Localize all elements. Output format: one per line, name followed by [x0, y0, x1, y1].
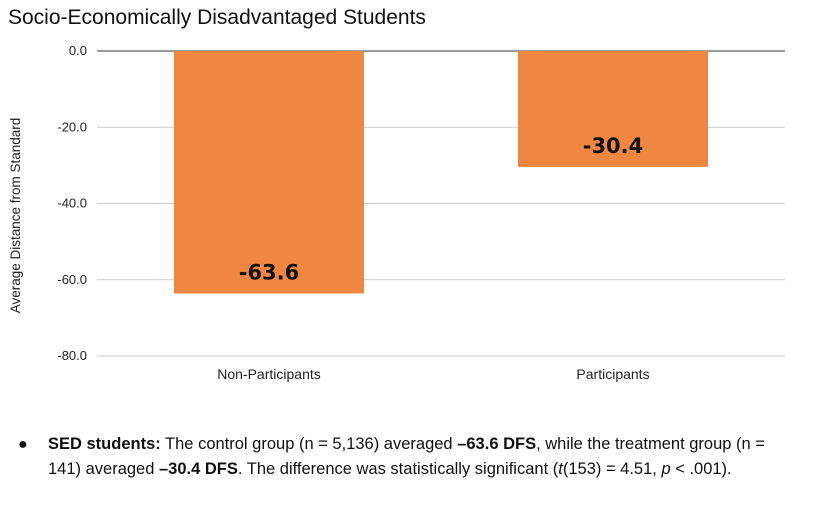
bars: [174, 51, 708, 294]
bar-non-participants: [174, 51, 364, 294]
summary-part: . The difference was statistically signi…: [237, 460, 559, 478]
chart-title: Socio-Economically Disadvantaged Student…: [8, 6, 426, 29]
data-label: -30.4: [583, 134, 644, 158]
bar-participants: [518, 51, 708, 167]
y-axis-ticks: 0.0 -20.0 -40.0 -60.0 -80.0: [57, 43, 87, 363]
y-axis-label: Average Distance from Standard: [8, 118, 23, 314]
t-statistic-symbol: t: [558, 460, 563, 478]
y-tick-label: -20.0: [57, 119, 87, 134]
summary-text: SED students: The control group (n = 5,1…: [48, 432, 798, 482]
y-tick-label: -40.0: [57, 196, 87, 211]
summary-lead: SED students:: [48, 435, 161, 453]
summary-part: The control group (n = 5,136) averaged: [160, 435, 458, 453]
summary-part: < .001).: [670, 460, 732, 478]
y-tick-label: -80.0: [57, 348, 87, 363]
x-tick-label: Participants: [576, 366, 649, 382]
y-tick-label: 0.0: [69, 43, 87, 58]
bar-chart: 0.0 -20.0 -40.0 -60.0 -80.0 -63.6 -30.4 Non-P…: [8, 43, 785, 382]
y-tick-label: -60.0: [57, 272, 87, 287]
data-labels: -63.6 -30.4: [239, 134, 644, 285]
p-value-symbol: p: [661, 460, 671, 478]
x-tick-label: Non-Participants: [217, 366, 321, 382]
summary-part: , while the treatment group (n = 141) av…: [48, 435, 765, 478]
data-label: -63.6: [239, 260, 300, 284]
summary-note: ● SED students: The control group (n = 5…: [18, 432, 798, 482]
control-value: –63.6 DFS: [457, 435, 537, 453]
treatment-value: –30.4 DFS: [159, 460, 238, 478]
bullet-icon: ●: [18, 436, 28, 453]
summary-part: (153) = 4.51,: [562, 460, 662, 478]
x-axis-categories: Non-Participants Participants: [217, 366, 649, 382]
